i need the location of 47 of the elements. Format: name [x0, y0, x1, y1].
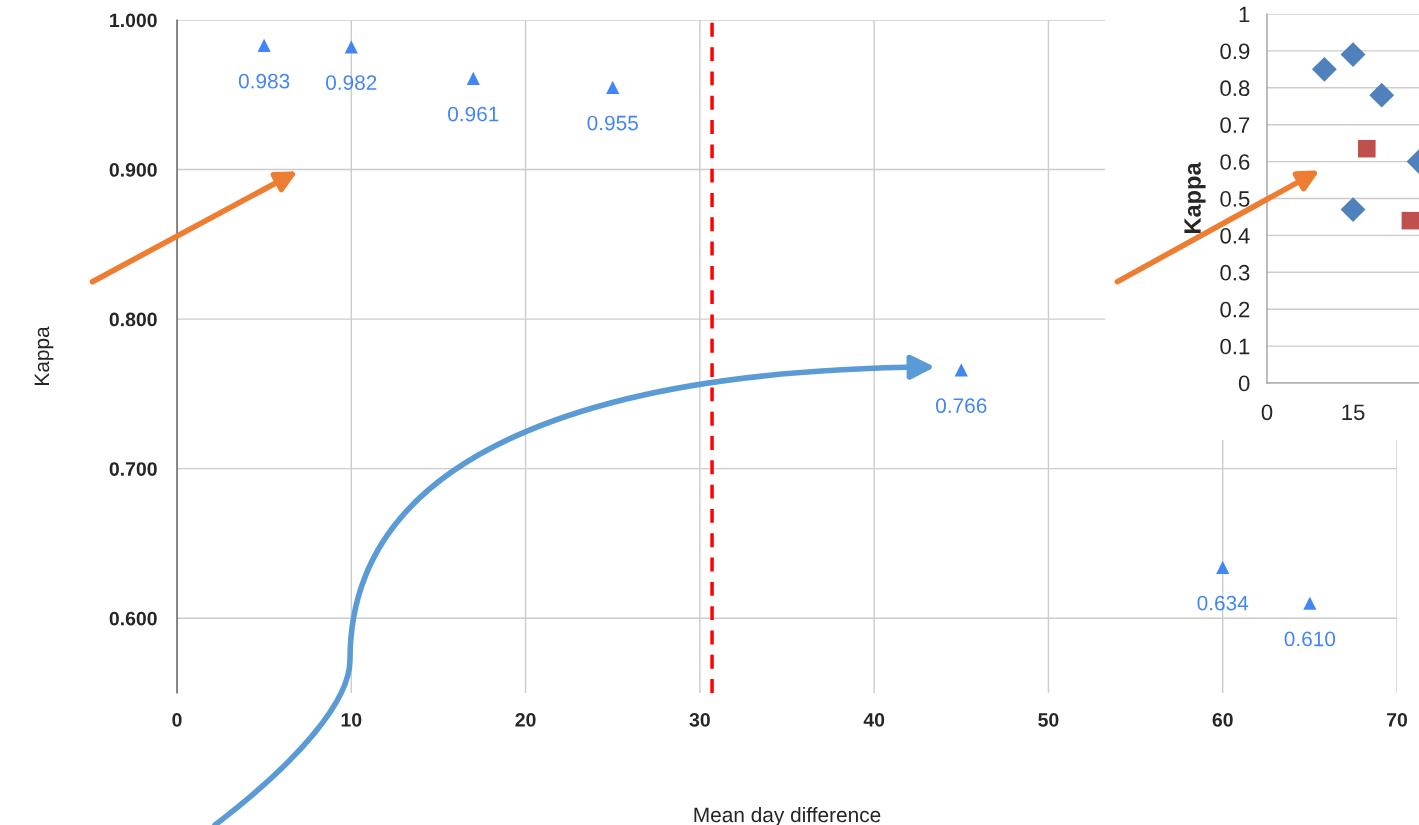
x-tick-label: 0 [172, 712, 182, 727]
y-tick-label: 1.000 [110, 13, 157, 28]
x-tick-label: 50 [1038, 712, 1059, 727]
data-label: 0.766 [936, 398, 987, 414]
y-tick-label: 0.2 [1220, 301, 1250, 318]
data-label: 0.982 [326, 75, 377, 90]
point [1216, 560, 1230, 574]
y-tick-label: 0.3 [1220, 264, 1250, 281]
y-axis-title: Kappa [1184, 162, 1206, 233]
y-tick-label: 0.6 [1220, 154, 1250, 170]
point [1311, 56, 1337, 82]
point [606, 80, 620, 94]
data-label: 0.634 [1197, 595, 1249, 611]
data-label: 0.610 [1284, 631, 1336, 647]
point [1340, 42, 1366, 68]
data-label: 0.955 [587, 115, 638, 131]
x-tick-label: 15 [1342, 404, 1365, 421]
point [1401, 211, 1419, 230]
point [1340, 197, 1366, 222]
point [466, 71, 480, 85]
point [257, 38, 271, 53]
y-tick-label: 0.800 [109, 312, 157, 327]
x-tick-label: 40 [863, 712, 885, 727]
x-tick-label: 60 [1212, 712, 1233, 727]
y-tick-label: 0.1 [1220, 338, 1250, 355]
point [1358, 139, 1376, 158]
x-tick-label: 20 [515, 712, 536, 727]
y-tick-label: 0.5 [1220, 191, 1250, 207]
y-tick-label: 0.8 [1220, 80, 1250, 97]
x-tick-label: 30 [689, 712, 710, 727]
point [344, 40, 358, 54]
y-axis-title: Kappa [34, 326, 54, 385]
y-tick-label: 0 [1238, 375, 1250, 392]
data-label: 0.983 [238, 73, 290, 89]
x-tick-label: 10 [341, 712, 362, 727]
y-tick-label: 1 [1239, 6, 1250, 23]
x-tick-label: 70 [1387, 712, 1408, 727]
y-tick-label: 0.600 [109, 611, 157, 626]
y-tick-label: 0.4 [1220, 227, 1250, 244]
point [954, 363, 968, 377]
point [1303, 596, 1317, 610]
y-tick-label: 0.700 [109, 462, 157, 476]
data-label: 0.961 [448, 106, 499, 122]
y-tick-label: 0.9 [1220, 43, 1250, 60]
y-tick-label: 0.7 [1220, 117, 1250, 133]
point [1369, 82, 1395, 108]
y-tick-label: 0.900 [109, 163, 157, 177]
